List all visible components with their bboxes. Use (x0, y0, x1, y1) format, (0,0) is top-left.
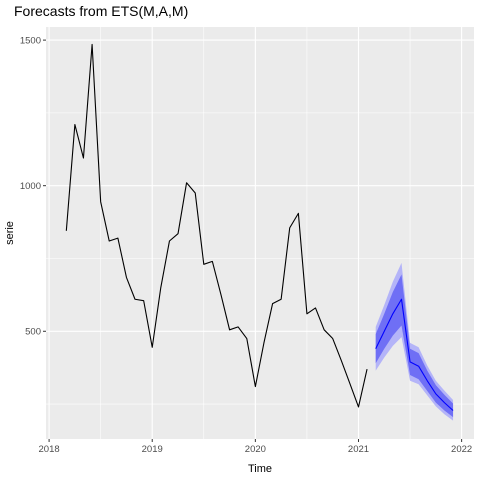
x-tick-label: 2020 (245, 444, 266, 455)
chart-title: Forecasts from ETS(M,A,M) (14, 3, 188, 19)
y-tick-label: 500 (25, 327, 41, 338)
plot-panel (46, 27, 474, 439)
y-axis-label: serie (4, 221, 16, 245)
x-tick-label: 2018 (39, 444, 60, 455)
x-tick-label: 2021 (348, 444, 369, 455)
axes: 2018 2019 2020 2021 2022 500 1000 1500 (20, 35, 472, 455)
series-lines (65, 43, 454, 411)
x-axis-label: Time (248, 463, 272, 475)
grid-lines (46, 27, 474, 439)
forecast-mean-line (375, 298, 454, 411)
x-tick-label: 2019 (142, 444, 163, 455)
y-tick-label: 1000 (20, 181, 41, 192)
y-tick-label: 1500 (20, 35, 41, 46)
x-tick-label: 2022 (451, 444, 472, 455)
observed-line (65, 43, 368, 408)
